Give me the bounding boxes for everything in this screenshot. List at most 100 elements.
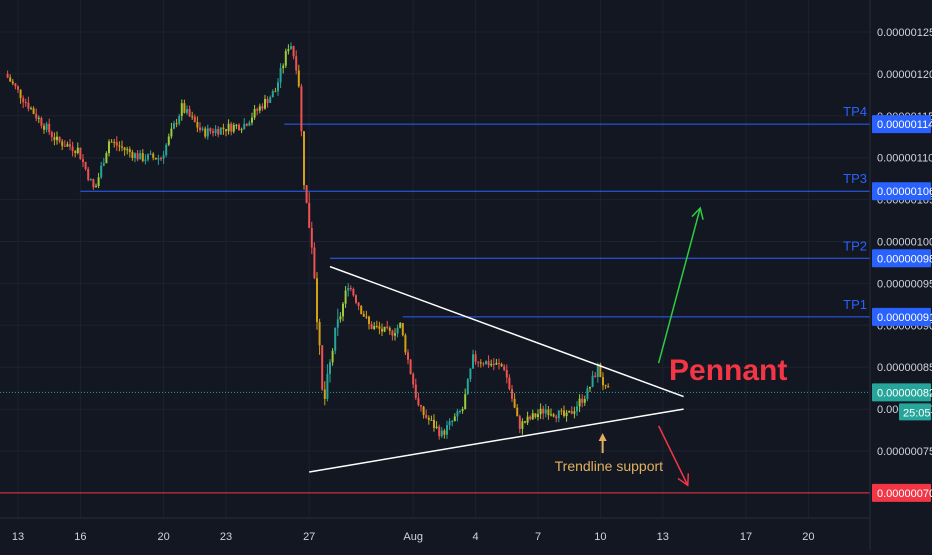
candle-body bbox=[191, 116, 194, 118]
tp-price-tag: 0.00000098 bbox=[877, 253, 932, 265]
candle-body bbox=[89, 179, 92, 181]
candle-body bbox=[407, 352, 409, 360]
candle-body bbox=[347, 287, 350, 291]
candle-body bbox=[438, 426, 441, 437]
candle-body bbox=[383, 326, 386, 332]
pennant-label: Pennant bbox=[669, 354, 787, 387]
candle-body bbox=[217, 129, 220, 135]
candle-body bbox=[589, 386, 591, 389]
candle-body bbox=[100, 165, 103, 178]
candle-body bbox=[37, 117, 40, 119]
y-tick-label: 0.00000100 bbox=[877, 237, 932, 249]
candle-body bbox=[30, 108, 32, 110]
candle-body bbox=[178, 115, 181, 124]
candle-body bbox=[82, 159, 84, 163]
stop-price-tag: 0.00000070 bbox=[877, 488, 932, 500]
candle-body bbox=[274, 91, 277, 93]
candle-body bbox=[230, 123, 233, 132]
candle-body bbox=[71, 146, 74, 151]
candle-body bbox=[466, 379, 469, 395]
candle-body bbox=[157, 158, 160, 160]
candle-body bbox=[232, 124, 235, 132]
candle-body bbox=[279, 68, 282, 83]
x-tick-label: 4 bbox=[473, 531, 479, 543]
candle-body bbox=[355, 295, 357, 303]
candle-body bbox=[284, 51, 287, 66]
candle-body bbox=[560, 410, 563, 412]
x-tick-label: 16 bbox=[74, 531, 86, 543]
candle-body bbox=[204, 128, 207, 137]
tp-price-tag-bg bbox=[872, 307, 931, 326]
candle-body bbox=[412, 373, 415, 385]
x-tick-label: 13 bbox=[657, 531, 669, 543]
candle-body bbox=[591, 375, 594, 387]
candle-body bbox=[537, 414, 539, 418]
candle-body bbox=[323, 389, 326, 399]
candle-body bbox=[563, 410, 565, 417]
y-tick-label: 0.00000125 bbox=[877, 27, 932, 39]
candle-body bbox=[417, 397, 420, 406]
countdown-label: 25:05 bbox=[903, 407, 931, 419]
candle-body bbox=[227, 123, 230, 132]
candle-body bbox=[92, 179, 95, 188]
candle-body bbox=[271, 91, 274, 98]
candle-body bbox=[50, 132, 53, 138]
y-tick-label: 0.00000120 bbox=[877, 69, 932, 81]
countdown-bg bbox=[899, 403, 931, 421]
candle-body bbox=[318, 322, 321, 346]
candle-body bbox=[518, 416, 521, 429]
candle-body bbox=[269, 97, 272, 104]
candle-body bbox=[43, 125, 45, 130]
candle-body bbox=[310, 227, 313, 248]
candle-body bbox=[48, 123, 51, 133]
candle-body bbox=[547, 409, 550, 416]
candle-body bbox=[440, 430, 443, 437]
x-tick-label: 10 bbox=[594, 531, 606, 543]
candle-body bbox=[160, 158, 162, 160]
tp-label: TP4 bbox=[843, 104, 867, 119]
candle-body bbox=[19, 89, 22, 99]
candle-body bbox=[61, 141, 64, 146]
candle-body bbox=[508, 377, 511, 389]
candle-body bbox=[505, 369, 508, 378]
candle-body bbox=[149, 153, 152, 155]
candle-body bbox=[261, 106, 264, 109]
candle-body bbox=[477, 361, 480, 363]
candle-body bbox=[196, 122, 199, 128]
up-arrow-shaft bbox=[657, 207, 701, 364]
candle-body bbox=[453, 416, 456, 422]
candle-body bbox=[277, 82, 279, 92]
candle-body bbox=[573, 411, 576, 414]
candle-body bbox=[420, 405, 422, 407]
candle-body bbox=[459, 411, 461, 413]
candle-body bbox=[529, 416, 532, 420]
candle-body bbox=[240, 129, 243, 131]
candle-body bbox=[308, 203, 311, 228]
candle-body bbox=[378, 326, 381, 329]
candle-body bbox=[433, 419, 435, 428]
candle-body bbox=[427, 417, 430, 420]
candle-body bbox=[557, 410, 560, 419]
candle-body bbox=[503, 366, 506, 370]
candle-body bbox=[74, 150, 77, 154]
candle-body bbox=[22, 98, 25, 103]
candle-body bbox=[586, 388, 589, 400]
candle-body bbox=[136, 153, 139, 160]
tp-label: TP3 bbox=[843, 171, 867, 186]
current-price-tag-bg bbox=[872, 383, 931, 402]
candle-body bbox=[95, 186, 97, 188]
candle-body bbox=[297, 70, 300, 87]
candle-body bbox=[131, 152, 134, 159]
price-levels: TP4 TP3 TP2 TP1 bbox=[0, 104, 870, 494]
y-tick-label: 0.00000085 bbox=[877, 362, 932, 374]
tp-label: TP1 bbox=[843, 297, 867, 312]
candle-body bbox=[602, 377, 604, 386]
candle-body bbox=[118, 145, 121, 147]
candle-body bbox=[396, 327, 399, 334]
candle-body bbox=[524, 421, 526, 423]
candle-body bbox=[235, 124, 238, 126]
candle-body bbox=[461, 409, 464, 412]
